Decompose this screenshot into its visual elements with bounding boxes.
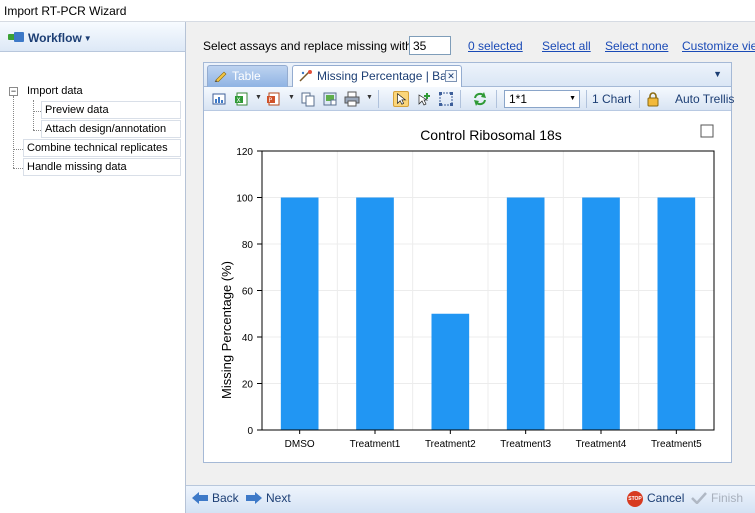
workflow-step-combine-replicates[interactable]: Combine technical replicates xyxy=(23,139,181,157)
replace-missing-label: Select assays and replace missing with xyxy=(203,39,412,53)
selected-count-link[interactable]: 0 selected xyxy=(468,39,523,53)
print-icon[interactable] xyxy=(344,91,360,107)
cancel-button-label: Cancel xyxy=(647,491,685,505)
copy-image-icon[interactable] xyxy=(322,91,338,107)
back-button[interactable]: Back xyxy=(192,491,239,505)
x-tick-label: Treatment5 xyxy=(651,439,702,450)
y-tick-label: 0 xyxy=(247,426,253,437)
bar-treatment4[interactable] xyxy=(582,197,620,431)
cancel-button[interactable]: STOP Cancel xyxy=(627,491,685,507)
workflow-header-label: Workflow xyxy=(28,31,82,45)
copy-icon[interactable] xyxy=(300,91,316,107)
bar-treatment5[interactable] xyxy=(657,197,696,431)
workflow-step-attach-design[interactable]: Attach design/annotation xyxy=(41,120,181,138)
arrow-left-icon xyxy=(192,492,208,504)
y-tick-label: 120 xyxy=(236,147,253,158)
bar-treatment2[interactable] xyxy=(431,313,470,430)
close-tab-icon[interactable]: ✕ xyxy=(445,70,457,82)
tab-missing-label: Missing Percentage | Bar xyxy=(317,69,451,83)
workflow-pane: Workflow ▼ − Import data Preview data At… xyxy=(0,22,186,513)
next-button[interactable]: Next xyxy=(246,491,291,505)
layout-select[interactable]: 1*1 ▼ xyxy=(504,90,580,108)
x-tick-label: Treatment2 xyxy=(425,439,476,450)
tab-table-label: Table xyxy=(232,69,261,83)
y-tick-label: 20 xyxy=(242,380,254,391)
pointer-tool-icon[interactable] xyxy=(393,91,409,107)
y-tick-label: 60 xyxy=(242,287,254,298)
chart-toolbar: X ▼ P ▼ ▼ xyxy=(204,87,735,111)
x-tick-label: Treatment4 xyxy=(576,439,627,450)
export-powerpoint-icon[interactable]: P xyxy=(266,91,282,107)
auto-trellis-button[interactable]: Auto Trellis xyxy=(675,92,735,106)
tab-table[interactable]: Table xyxy=(207,65,288,87)
y-tick-label: 40 xyxy=(242,333,254,344)
finish-button[interactable]: Finish xyxy=(691,491,743,505)
lock-icon[interactable] xyxy=(645,91,661,107)
layout-select-value: 1*1 xyxy=(509,92,528,106)
chart-wand-icon xyxy=(299,70,312,82)
chart-title: Control Ribosomal 18s xyxy=(420,127,562,143)
x-tick-label: Treatment3 xyxy=(500,439,551,450)
bar-treatment3[interactable] xyxy=(506,197,545,431)
customize-view-link[interactable]: Customize view xyxy=(682,39,755,53)
workflow-step-import-data[interactable]: Import data xyxy=(23,82,83,100)
wizard-footer: Back Next STOP Cancel Finish xyxy=(186,485,755,513)
finish-button-label: Finish xyxy=(711,491,744,505)
chart-area: Control Ribosomal 18s Missing Percentage… xyxy=(204,112,731,462)
chart-count-button[interactable]: 1 Chart xyxy=(592,92,632,106)
export-excel-icon[interactable]: X xyxy=(234,91,250,107)
print-dropdown-icon[interactable]: ▼ xyxy=(366,94,373,101)
next-button-label: Next xyxy=(266,491,291,505)
select-all-link[interactable]: Select all xyxy=(542,39,591,53)
tab-missing-percentage-bar[interactable]: Missing Percentage | Bar ✕ xyxy=(292,65,462,88)
chart-properties-icon[interactable] xyxy=(211,91,227,107)
select-region-icon[interactable] xyxy=(438,91,454,107)
workflow-step-handle-missing[interactable]: Handle missing data xyxy=(23,158,181,176)
pencil-icon xyxy=(214,71,227,82)
assay-selection-bar: Select assays and replace missing with 0… xyxy=(203,36,755,56)
x-tick-label: DMSO xyxy=(285,439,315,450)
stop-icon: STOP xyxy=(627,491,643,507)
select-none-link[interactable]: Select none xyxy=(605,39,669,53)
add-annotation-icon[interactable] xyxy=(416,91,432,107)
back-button-label: Back xyxy=(212,491,239,505)
checkmark-icon xyxy=(691,492,707,504)
chevron-down-icon: ▼ xyxy=(569,95,576,102)
chevron-down-icon: ▼ xyxy=(83,34,92,43)
tab-strip: Table Missing Percentage | Bar ✕ ▼ xyxy=(204,63,731,88)
refresh-icon[interactable] xyxy=(472,91,488,107)
window-title: Import RT-PCR Wizard xyxy=(0,0,755,22)
arrow-right-icon xyxy=(246,492,262,504)
y-axis-label: Missing Percentage (%) xyxy=(219,261,234,399)
svg-text:X: X xyxy=(237,97,241,104)
chart-select-checkbox[interactable] xyxy=(700,124,714,138)
export-excel-dropdown-icon[interactable]: ▼ xyxy=(255,94,262,101)
workflow-step-preview-data[interactable]: Preview data xyxy=(41,101,181,119)
workflow-menu-button[interactable]: Workflow ▼ xyxy=(0,22,185,52)
bar-chart: Control Ribosomal 18s Missing Percentage… xyxy=(219,124,715,450)
collapse-toggle-icon[interactable]: − xyxy=(9,86,18,96)
bar-treatment1[interactable] xyxy=(356,197,394,431)
y-tick-label: 80 xyxy=(242,240,254,251)
bar-dmso[interactable] xyxy=(280,197,319,431)
workflow-icon xyxy=(8,32,24,42)
replace-value-input[interactable] xyxy=(409,36,451,55)
svg-text:P: P xyxy=(269,97,273,104)
x-tick-label: Treatment1 xyxy=(350,439,401,450)
export-powerpoint-dropdown-icon[interactable]: ▼ xyxy=(288,94,295,101)
visualization-panel: Table Missing Percentage | Bar ✕ ▼ X ▼ xyxy=(203,62,735,463)
tab-list-dropdown-icon[interactable]: ▼ xyxy=(713,69,722,79)
y-tick-label: 100 xyxy=(236,194,253,205)
plot-frame xyxy=(261,150,715,431)
